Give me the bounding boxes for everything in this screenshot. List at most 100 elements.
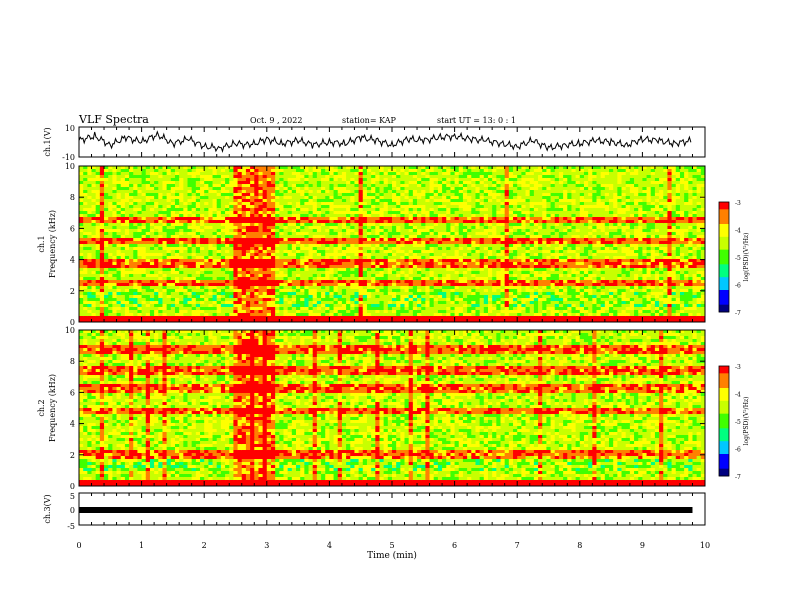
spectrogram-cell (129, 226, 134, 230)
spectrogram-cell (283, 187, 289, 191)
spectrogram-cell (183, 280, 188, 284)
spectrogram-cell (266, 226, 272, 230)
spectrogram-cell (104, 211, 109, 215)
spectrogram-cell (124, 280, 130, 284)
spectrogram-cell (225, 187, 230, 191)
ch1-waveform-line (78, 130, 692, 154)
spectrogram-cell (375, 187, 380, 191)
spectrogram-cell (225, 268, 230, 272)
spectrogram-cell (158, 244, 163, 248)
spectrogram-cell (158, 316, 163, 320)
spectrogram-cell (291, 235, 297, 239)
spectrogram-cell (379, 265, 385, 269)
spectrogram-cell (442, 166, 447, 170)
spectrogram-cell (362, 235, 368, 239)
spectrogram-cell (133, 166, 138, 170)
spectrogram-cell (204, 286, 209, 290)
spectrogram-cell (366, 199, 372, 203)
spectrogram-cell (412, 319, 418, 323)
spectrogram-cell (149, 259, 155, 263)
spectrogram-cell (179, 271, 184, 275)
spectrogram-cell (387, 274, 393, 278)
spectrogram-cell (116, 280, 122, 284)
spectrogram-cell (341, 169, 347, 173)
spectrogram-cell (183, 241, 188, 245)
spectrogram-cell (375, 301, 380, 305)
spectrogram-cell (149, 316, 155, 320)
spectrogram-cell (308, 274, 314, 278)
spectrogram-cell (154, 295, 159, 299)
spectrogram-cell (312, 169, 318, 173)
spectrogram-cell (79, 193, 84, 197)
spectrogram-cell (262, 301, 268, 305)
spectrogram-cell (362, 247, 368, 251)
spectrogram-cell (291, 172, 297, 176)
spectrogram-cell (458, 232, 464, 236)
spectrogram-cell (116, 268, 122, 272)
spectrogram-cell (233, 217, 238, 221)
spectrogram-cell (412, 223, 418, 227)
spectrogram-cell (446, 280, 451, 284)
spectrogram-cell (225, 253, 230, 257)
spectrogram-cell (475, 259, 481, 263)
spectrogram-cell (137, 316, 142, 320)
spectrogram-cell (396, 310, 401, 314)
spectrogram-cell (425, 253, 430, 257)
spectrogram-cell (266, 241, 272, 245)
spectrogram-cell (275, 220, 280, 224)
spectrogram-cell (212, 268, 218, 272)
spectrogram-cell (304, 241, 309, 245)
spectrogram-cell (112, 286, 117, 290)
spectrogram-cell (79, 241, 84, 245)
spectrogram-cell (91, 229, 97, 233)
spectrogram-cell (304, 253, 309, 257)
spectrogram-cell (133, 196, 138, 200)
spectrogram-cell (291, 259, 297, 263)
spectrogram-cell (387, 256, 393, 260)
spectrogram-cell (216, 319, 222, 323)
spectrogram-cell (362, 199, 368, 203)
spectrogram-cell (396, 307, 401, 311)
spectrogram-cell (408, 286, 414, 290)
spectrogram-cell (350, 211, 355, 215)
spectrogram-cell (254, 268, 259, 272)
spectrogram-cell (166, 220, 172, 224)
spectrogram-cell (283, 259, 289, 263)
spectrogram-cell (425, 262, 430, 266)
spectrogram-cell (383, 184, 389, 188)
spectrogram-cell (387, 271, 393, 275)
spectrogram-cell (421, 262, 426, 266)
spectrogram-cell (321, 256, 326, 260)
spectrogram-cell (404, 235, 410, 239)
spectrogram-cell (120, 211, 126, 215)
spectrogram-cell (304, 292, 309, 296)
spectrogram-cell (154, 166, 159, 170)
spectrogram-cell (183, 265, 188, 269)
spectrogram-cell (120, 181, 126, 185)
spectrogram-cell (471, 313, 476, 317)
spectrogram-cell (467, 265, 472, 269)
spectrogram-cell (250, 283, 255, 287)
spectrogram-cell (346, 187, 351, 191)
spectrogram-cell (375, 178, 380, 182)
spectrogram-cell (300, 184, 305, 188)
spectrogram-cell (283, 202, 289, 206)
spectrogram-cell (462, 319, 468, 323)
spectrogram-cell (120, 313, 126, 317)
spectrogram-cell (458, 244, 464, 248)
spectrogram-cell (308, 286, 314, 290)
spectrogram-cell (258, 202, 264, 206)
spectrogram-cell (279, 181, 284, 185)
spectrogram-cell (454, 193, 460, 197)
spectrogram-cell (329, 265, 334, 269)
spectrogram-cell (412, 262, 418, 266)
spectrogram-cell (179, 223, 184, 227)
spectrogram-cell (429, 232, 435, 236)
spectrogram-cell (471, 235, 476, 239)
spectrogram-cell (308, 202, 314, 206)
spectrogram-cell (245, 235, 251, 239)
spectrogram-cell (87, 307, 92, 311)
spectrogram-cell (183, 202, 188, 206)
spectrogram-cell (225, 265, 230, 269)
spectrogram-cell (270, 181, 276, 185)
